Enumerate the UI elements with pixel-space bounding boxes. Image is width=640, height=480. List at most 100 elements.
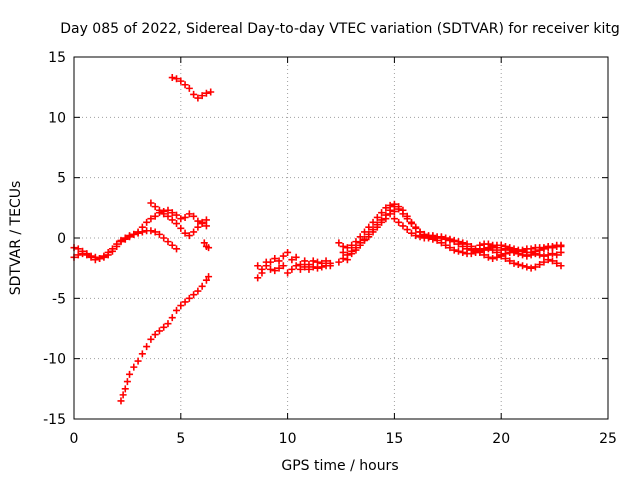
data-point bbox=[177, 302, 185, 310]
data-point bbox=[412, 232, 420, 240]
data-point bbox=[74, 251, 82, 259]
data-point bbox=[454, 247, 462, 255]
data-point bbox=[540, 244, 548, 252]
data-point bbox=[527, 264, 535, 272]
data-point bbox=[459, 239, 467, 247]
data-point bbox=[399, 206, 407, 214]
data-point bbox=[271, 255, 279, 263]
y-axis-label: SDTVAR / TECUs bbox=[8, 181, 24, 296]
data-point bbox=[476, 241, 484, 249]
data-point bbox=[200, 239, 208, 247]
data-point bbox=[181, 81, 189, 89]
data-point bbox=[318, 263, 326, 271]
series-pass-i bbox=[335, 200, 565, 263]
data-point bbox=[510, 248, 518, 256]
series-pass-d bbox=[168, 74, 215, 102]
data-point bbox=[382, 215, 390, 223]
data-point bbox=[305, 265, 313, 273]
data-point bbox=[343, 256, 351, 264]
data-point bbox=[117, 236, 125, 244]
data-point bbox=[403, 212, 411, 220]
y-tick-label: -10 bbox=[43, 352, 66, 368]
data-point bbox=[202, 89, 210, 97]
data-point bbox=[205, 273, 213, 281]
data-point bbox=[190, 291, 198, 299]
data-point bbox=[181, 213, 189, 221]
data-point bbox=[373, 223, 381, 231]
data-point bbox=[258, 269, 266, 277]
data-point bbox=[472, 248, 480, 256]
data-point bbox=[155, 230, 163, 238]
data-point bbox=[79, 250, 87, 258]
data-point bbox=[185, 84, 193, 92]
data-point bbox=[119, 391, 127, 399]
data-point bbox=[138, 350, 146, 358]
data-point bbox=[177, 77, 185, 85]
data-point bbox=[155, 327, 163, 335]
data-point bbox=[267, 258, 275, 266]
data-point bbox=[108, 245, 116, 253]
data-point bbox=[531, 263, 539, 271]
data-point bbox=[395, 218, 403, 226]
data-point bbox=[360, 236, 368, 244]
data-point bbox=[390, 215, 398, 223]
data-point bbox=[134, 229, 142, 237]
data-point bbox=[207, 88, 215, 96]
data-points-layer bbox=[70, 74, 565, 405]
data-point bbox=[121, 385, 129, 393]
data-point bbox=[386, 201, 394, 209]
data-point bbox=[437, 233, 445, 241]
data-point bbox=[553, 251, 561, 259]
data-point bbox=[301, 257, 309, 265]
data-point bbox=[143, 218, 151, 226]
data-point bbox=[514, 261, 522, 269]
data-point bbox=[557, 248, 565, 256]
data-point bbox=[506, 257, 514, 265]
data-point bbox=[194, 217, 202, 225]
data-point bbox=[373, 213, 381, 221]
data-point bbox=[155, 206, 163, 214]
y-tick-label: -5 bbox=[52, 291, 66, 307]
axes-layer: 0 5 10 15 20 25 -15 -10 -5 0 5 10 15 bbox=[43, 50, 617, 447]
data-point bbox=[296, 261, 304, 269]
data-point bbox=[314, 258, 322, 266]
data-point bbox=[147, 335, 155, 343]
data-point bbox=[113, 240, 121, 248]
data-point bbox=[292, 262, 300, 270]
data-point bbox=[348, 241, 356, 249]
data-point bbox=[378, 209, 386, 217]
data-point bbox=[369, 228, 377, 236]
x-tick-label: 20 bbox=[492, 431, 510, 447]
data-point bbox=[198, 92, 206, 100]
data-point bbox=[130, 363, 138, 371]
grid-layer bbox=[74, 57, 608, 419]
data-point bbox=[416, 233, 424, 241]
data-point bbox=[501, 245, 509, 253]
data-point bbox=[314, 264, 322, 272]
data-point bbox=[463, 240, 471, 248]
data-point bbox=[202, 276, 210, 284]
series-pass-e bbox=[117, 273, 213, 405]
y-tick-label: 5 bbox=[57, 171, 66, 187]
data-point bbox=[326, 262, 334, 270]
data-point bbox=[96, 255, 104, 263]
data-point bbox=[322, 257, 330, 265]
data-point bbox=[403, 226, 411, 234]
data-point bbox=[450, 246, 458, 254]
data-point bbox=[301, 263, 309, 271]
data-point bbox=[292, 253, 300, 261]
data-point bbox=[87, 253, 95, 261]
data-point bbox=[173, 220, 181, 228]
data-point bbox=[519, 262, 527, 270]
data-point bbox=[181, 298, 189, 306]
data-point bbox=[519, 251, 527, 259]
data-point bbox=[164, 206, 172, 214]
data-point bbox=[202, 222, 210, 230]
data-point bbox=[173, 75, 181, 83]
data-point bbox=[514, 250, 522, 258]
data-point bbox=[446, 244, 454, 252]
data-point bbox=[497, 246, 505, 254]
data-point bbox=[523, 252, 531, 260]
data-point bbox=[454, 238, 462, 246]
